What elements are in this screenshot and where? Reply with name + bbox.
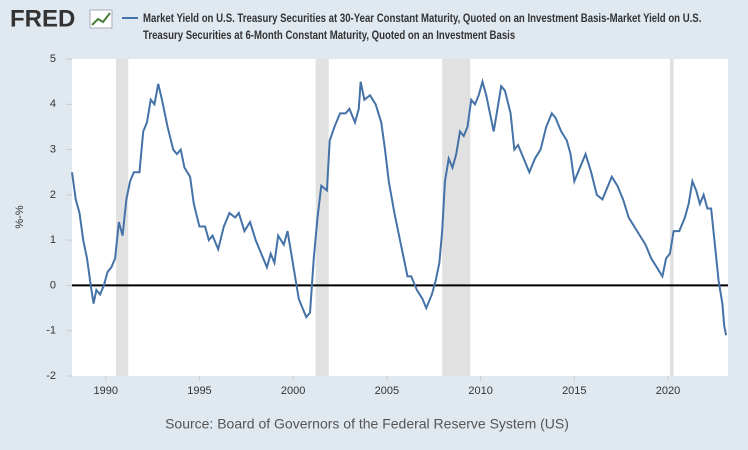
legend-entry: Market Yield on U.S. Treasury Securities… [143, 11, 702, 42]
plot-area [72, 59, 728, 376]
recession-shade [669, 59, 674, 376]
recession-shade [315, 59, 329, 376]
x-tick-label: 2010 [468, 385, 492, 397]
y-tick-label: 1 [50, 234, 56, 246]
y-tick-label: 5 [50, 53, 56, 65]
series-line [71, 77, 728, 336]
x-tick-label: 2005 [375, 385, 399, 397]
x-tick-label: 2015 [562, 385, 586, 397]
y-tick-label: 0 [50, 279, 56, 291]
y-tick-label: 4 [50, 98, 56, 110]
x-tick-label: 2000 [281, 385, 305, 397]
y-tick-label: 3 [50, 143, 56, 155]
y-axis-label: %-% [14, 205, 26, 228]
logo: FRED [10, 5, 75, 32]
recession-shade [116, 59, 129, 376]
y-tick-label: -1 [46, 325, 56, 337]
y-tick-label: -2 [46, 370, 56, 382]
source: Source: Board of Governors of the Federa… [165, 416, 569, 432]
x-tick-label: 1990 [93, 385, 117, 397]
x-tick-label: 2020 [656, 385, 680, 397]
logo-icon [89, 9, 113, 29]
recession-shade [442, 59, 471, 376]
x-tick-label: 1995 [187, 385, 211, 397]
y-tick-label: 2 [50, 189, 56, 201]
